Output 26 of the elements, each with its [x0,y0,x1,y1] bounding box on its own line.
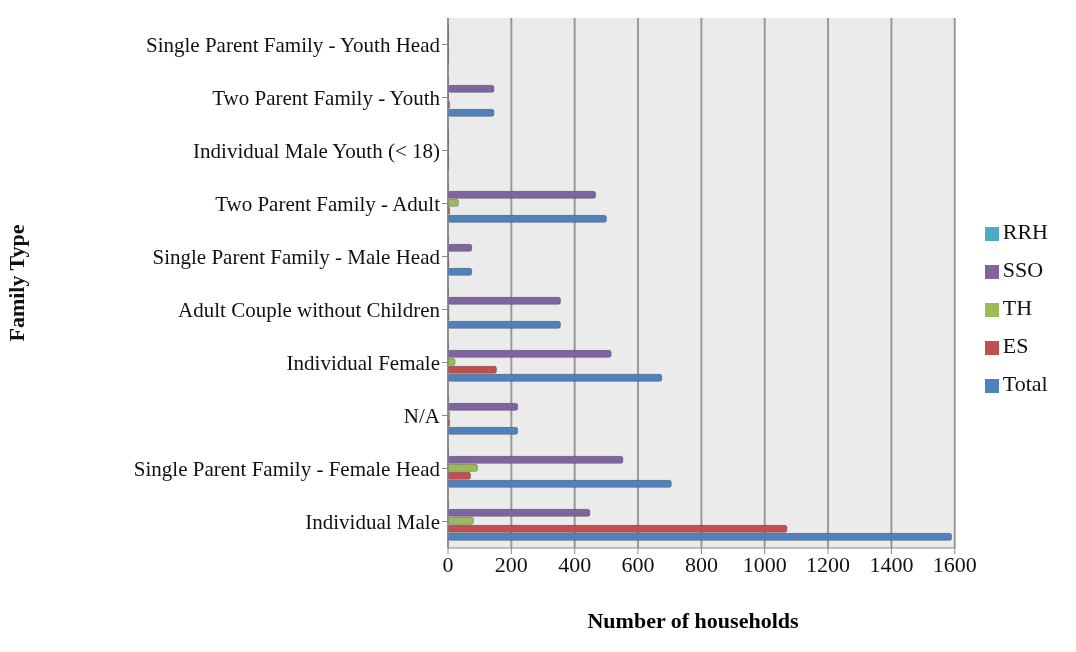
x-tick-label: 400 [558,551,592,577]
y-tick-label: N/A [403,403,441,428]
x-tick-label: 600 [621,551,655,577]
x-tick-label: 800 [684,551,718,577]
y-tick-label: Single Parent Family - Youth Head [146,32,441,57]
y-tick-label: Individual Female [286,350,440,375]
x-tick-label: 1600 [932,551,977,577]
x-tick-label: 1200 [806,551,851,577]
y-tick-label: Single Parent Family - Female Head [133,456,441,481]
y-tick-label: Adult Couple without Children [178,297,441,322]
legend-label: TH [1002,295,1033,320]
x-tick-label: 200 [494,551,528,577]
y-tick-label: Two Parent Family - Adult [215,191,441,216]
legend-label: ES [1002,333,1029,358]
x-tick-label: 1000 [742,551,787,577]
y-tick-label: Individual Male [305,509,440,534]
legend-label: SSO [1002,257,1044,282]
y-tick-label: Single Parent Family - Male Head [152,244,441,269]
y-axis-title: Family Type [3,224,29,342]
x-tick-label: 0 [442,551,454,577]
legend-label: Total [1002,371,1048,396]
x-tick-label: 1400 [869,551,914,577]
y-tick-label: Two Parent Family - Youth [212,85,441,110]
y-tick-label: Individual Male Youth (< 18) [193,138,440,163]
legend-label: RRH [1002,219,1048,244]
x-axis-title: Number of households [586,608,800,634]
